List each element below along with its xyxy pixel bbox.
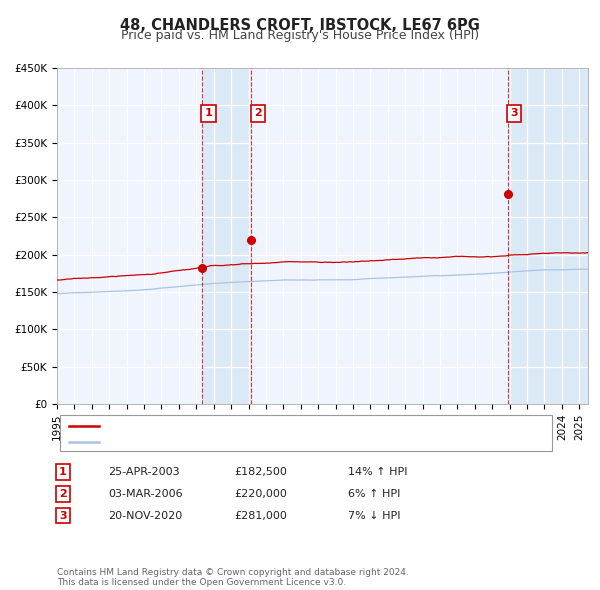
Bar [202,68,251,404]
Text: 1: 1 [205,108,212,118]
Text: 7% ↓ HPI: 7% ↓ HPI [348,511,401,520]
Text: 48, CHANDLERS CROFT, IBSTOCK, LE67 6PG: 48, CHANDLERS CROFT, IBSTOCK, LE67 6PG [120,18,480,32]
Text: 14% ↑ HPI: 14% ↑ HPI [348,467,407,477]
Text: 20-NOV-2020: 20-NOV-2020 [108,511,182,520]
Text: Contains HM Land Registry data © Crown copyright and database right 2024.
This d: Contains HM Land Registry data © Crown c… [57,568,409,587]
Text: 1: 1 [59,467,67,477]
Text: 3: 3 [511,108,518,118]
Bar [508,68,588,404]
Text: 2: 2 [254,108,262,118]
Text: 25-APR-2003: 25-APR-2003 [108,467,179,477]
Text: £281,000: £281,000 [234,511,287,520]
Text: 3: 3 [59,511,67,520]
Text: £182,500: £182,500 [234,467,287,477]
Text: 6% ↑ HPI: 6% ↑ HPI [348,489,400,499]
Text: £220,000: £220,000 [234,489,287,499]
Text: 48, CHANDLERS CROFT, IBSTOCK, LE67 6PG (detached house): 48, CHANDLERS CROFT, IBSTOCK, LE67 6PG (… [108,421,456,431]
Text: 03-MAR-2006: 03-MAR-2006 [108,489,182,499]
Text: 2: 2 [59,489,67,499]
Text: Price paid vs. HM Land Registry's House Price Index (HPI): Price paid vs. HM Land Registry's House … [121,29,479,42]
Text: HPI: Average price, detached house, North West Leicestershire: HPI: Average price, detached house, Nort… [108,437,458,447]
